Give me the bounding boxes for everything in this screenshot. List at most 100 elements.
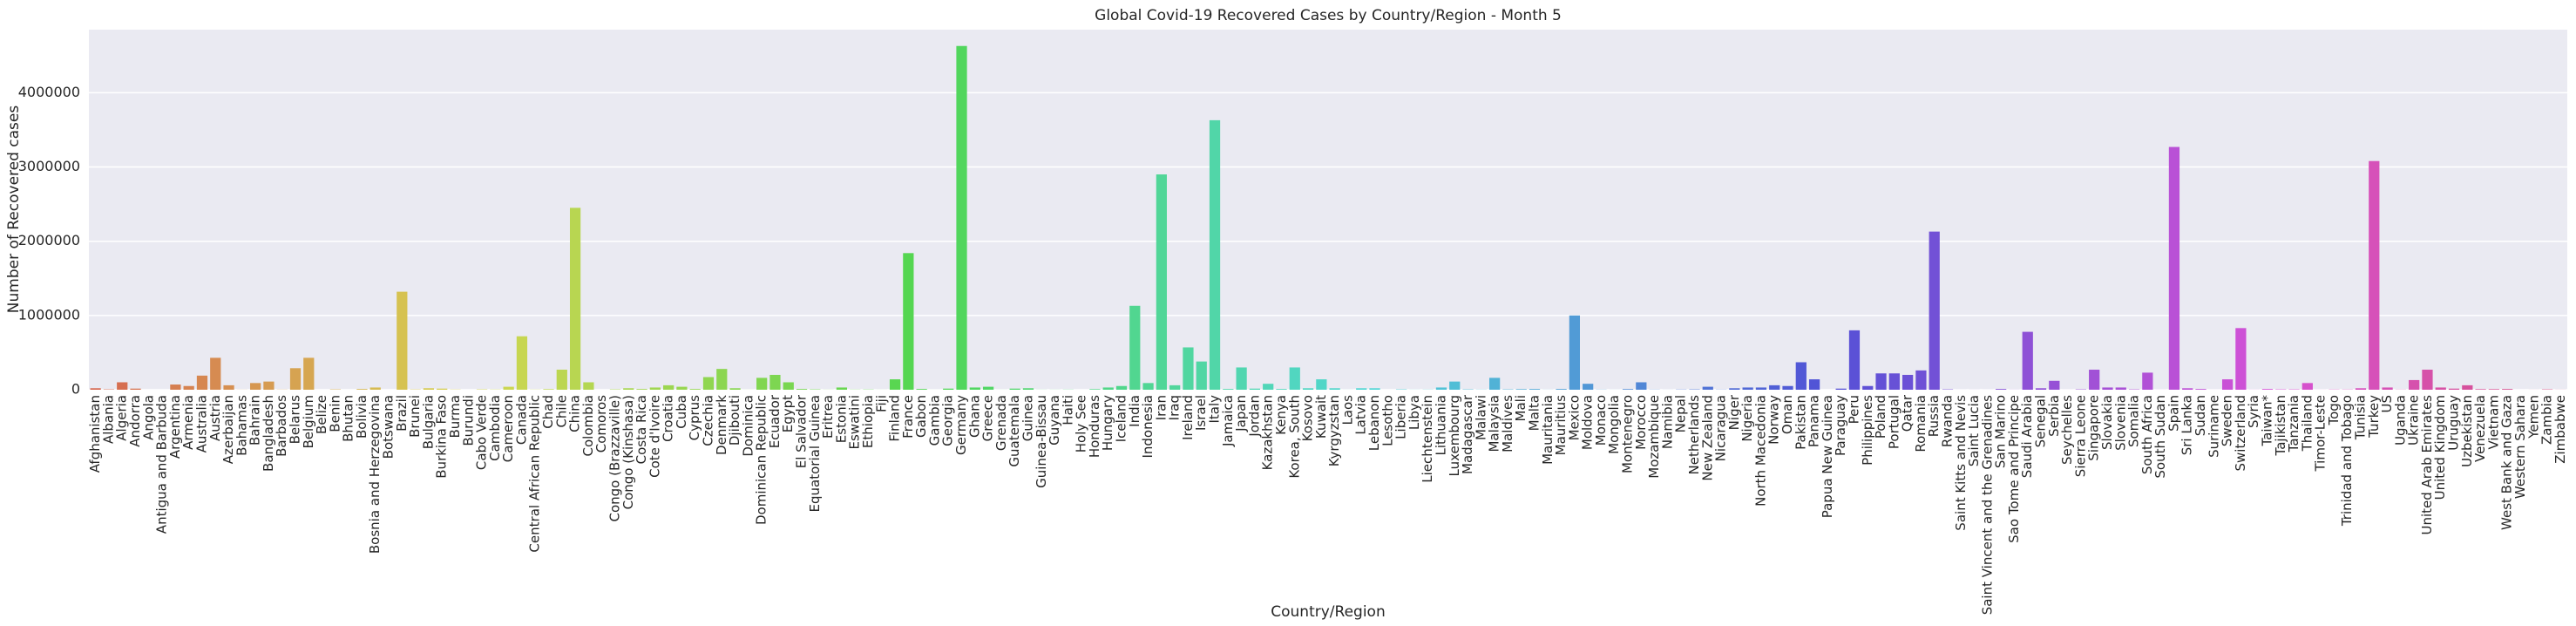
x-tick-label: Switzerland xyxy=(2233,395,2248,472)
bar xyxy=(2422,370,2433,390)
bar xyxy=(1915,370,1927,390)
bar xyxy=(2261,389,2274,390)
x-tick-label: Chad xyxy=(540,395,556,429)
x-tick-label: Kazakhstan xyxy=(1260,395,1276,470)
x-tick-label: New Zealand xyxy=(1699,395,1715,481)
bar xyxy=(676,386,688,390)
x-tick-label: Portugal xyxy=(1886,395,1901,449)
bar xyxy=(1329,388,1340,390)
bar xyxy=(90,388,101,390)
bar xyxy=(289,368,302,390)
x-tick-label: Cuba xyxy=(674,395,689,429)
bar xyxy=(516,336,528,390)
x-tick-label: Jamaica xyxy=(1220,395,1236,447)
bar xyxy=(1636,382,1647,390)
x-tick-label: Georgia xyxy=(940,395,956,446)
bar xyxy=(2049,380,2060,390)
bar xyxy=(1009,388,1020,390)
bar xyxy=(982,386,994,390)
x-tick-label: Timor-Leste xyxy=(2313,395,2329,473)
x-tick-label: Monaco xyxy=(1593,395,1609,446)
x-tick-label: Azerbaijan xyxy=(220,395,236,464)
bar xyxy=(1808,379,1820,390)
x-tick-label: Guatemala xyxy=(1007,395,1022,467)
x-tick-label: Mongolia xyxy=(1606,395,1622,454)
x-tick-label: Bulgaria xyxy=(420,395,436,449)
x-tick-label: Uzbekistan xyxy=(2459,395,2475,467)
x-tick-label: India xyxy=(1127,395,1142,427)
x-tick-label: Ghana xyxy=(966,395,982,438)
x-tick-label: China xyxy=(567,395,583,432)
x-tick-label: Cyprus xyxy=(687,395,702,441)
y-tick-label: 2000000 xyxy=(18,232,80,248)
x-tick-label: Venezuela xyxy=(2472,395,2488,462)
x-tick-label: Lithuania xyxy=(1433,395,1448,455)
x-tick-label: Burundi xyxy=(460,395,476,446)
x-tick-label: Bangladesh xyxy=(261,395,276,472)
bar xyxy=(1742,387,1753,390)
x-tick-label: Mauritius xyxy=(1553,395,1569,456)
x-tick-label: Guinea-Bissau xyxy=(1034,395,1049,488)
bar xyxy=(1169,384,1181,390)
x-tick-label: Dominica xyxy=(740,395,756,457)
x-tick-label: Norway xyxy=(1766,395,1782,445)
bar xyxy=(2182,388,2193,390)
x-tick-label: Barbados xyxy=(274,395,289,457)
x-tick-label: Qatar xyxy=(1900,394,1915,432)
bar xyxy=(2382,387,2393,390)
bar xyxy=(689,389,701,390)
x-tick-label: Bolivia xyxy=(354,395,369,439)
x-tick-label: Ukraine xyxy=(2406,395,2422,446)
x-tick-label: Korea, South xyxy=(1286,395,1302,479)
bar xyxy=(2022,331,2033,390)
bar xyxy=(130,388,141,390)
x-tick-label: Cameroon xyxy=(500,395,516,462)
bar xyxy=(263,381,275,390)
x-tick-label: Netherlands xyxy=(1686,395,1702,475)
bar xyxy=(1156,174,1167,390)
bar xyxy=(716,369,728,390)
x-tick-label: North Macedonia xyxy=(1752,395,1768,507)
x-tick-label: Montenegro xyxy=(1620,395,1636,473)
bar xyxy=(223,384,234,390)
x-tick-label: Japan xyxy=(1233,395,1249,432)
x-tick-label: Cabo Verde xyxy=(474,395,490,470)
bar xyxy=(1795,362,1807,390)
x-tick-label: Jordan xyxy=(1246,395,1262,438)
x-tick-label: Cote d'Ivoire xyxy=(647,395,662,478)
x-tick-label: Guinea xyxy=(1020,395,1035,441)
x-tick-label: Iceland xyxy=(1114,395,1129,442)
x-tick-label: Indonesia xyxy=(1140,395,1156,459)
x-tick-label: Egypt xyxy=(780,395,796,432)
bar xyxy=(250,383,261,390)
x-tick-label: Yemen xyxy=(2525,395,2541,439)
y-tick-label: 3000000 xyxy=(18,158,80,174)
bar xyxy=(2355,388,2367,390)
bar xyxy=(836,387,848,390)
x-tick-label: Gabon xyxy=(913,395,929,438)
bar xyxy=(1209,119,1221,390)
x-tick-label: Belgium xyxy=(301,395,316,449)
x-tick-label: Brunei xyxy=(407,395,423,438)
x-tick-label: Central African Republic xyxy=(527,395,543,553)
x-tick-label: Belize xyxy=(314,395,329,434)
x-tick-label: Bahamas xyxy=(234,395,249,456)
x-tick-label: Greece xyxy=(980,395,996,441)
bar xyxy=(1622,389,1634,390)
x-tick-label: Syria xyxy=(2246,395,2261,428)
x-tick-label: Madagascar xyxy=(1460,394,1475,474)
x-tick-label: Kyrgyzstan xyxy=(1326,395,1342,466)
bar xyxy=(956,45,967,391)
x-tick-label: Tunisia xyxy=(2353,395,2369,440)
x-tick-label: Thailand xyxy=(2299,395,2315,452)
bar xyxy=(1356,388,1367,390)
x-tick-label: Mali xyxy=(1513,395,1529,421)
x-tick-label: Sri Lanka xyxy=(2179,395,2195,455)
x-tick-label: Ireland xyxy=(1180,395,1196,440)
bar xyxy=(2142,372,2153,390)
bar xyxy=(2115,387,2126,390)
x-tick-label: Congo (Brazzaville) xyxy=(607,395,622,522)
bar xyxy=(1196,361,1207,390)
bar xyxy=(1302,388,1314,390)
x-tick-label: Andorra xyxy=(127,395,143,447)
